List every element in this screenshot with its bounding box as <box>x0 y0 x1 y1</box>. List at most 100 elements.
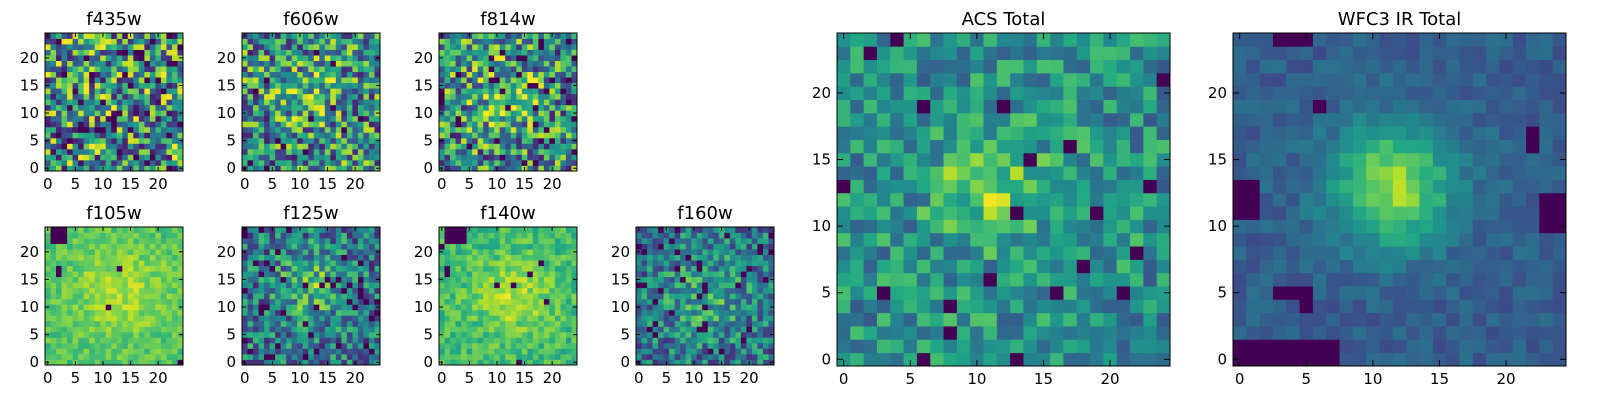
pixel-cell <box>1076 312 1091 327</box>
pixel-cell <box>685 331 692 338</box>
pixel-cell <box>663 260 670 267</box>
pixel-cell <box>970 152 984 167</box>
pixel-cell <box>335 260 342 267</box>
pixel-cell <box>280 315 287 322</box>
pixel-cell <box>111 165 118 172</box>
pixel-cell <box>280 249 287 255</box>
pixel-cell <box>444 276 451 283</box>
pixel-cell <box>505 304 512 311</box>
pixel-cell <box>78 82 85 89</box>
pixel-cell <box>83 49 90 56</box>
pixel-cell <box>516 227 523 233</box>
pixel-cell <box>674 227 681 233</box>
pixel-cell <box>374 287 381 294</box>
pixel-cell <box>149 126 156 133</box>
pixel-cell <box>1023 286 1038 300</box>
pixel-cell <box>352 154 359 161</box>
pixel-cell <box>461 71 467 78</box>
pixel-cell <box>729 320 736 327</box>
pixel-cell <box>554 115 561 122</box>
pixel-cell <box>455 326 462 333</box>
pixel-cell <box>297 88 304 95</box>
pixel-cell <box>72 249 79 255</box>
pixel-cell <box>247 243 254 250</box>
pixel-cell <box>341 60 348 67</box>
pixel-cell <box>680 359 687 366</box>
pixel-cell <box>149 60 156 67</box>
pixel-cell <box>483 60 490 67</box>
pixel-cell <box>483 254 490 261</box>
pixel-cell <box>72 38 79 45</box>
pixel-cell <box>757 227 764 233</box>
pixel-cell <box>50 326 57 333</box>
pixel-cell <box>61 93 68 100</box>
pixel-cell <box>133 88 140 95</box>
pixel-cell <box>280 38 287 45</box>
pixel-cell <box>352 243 359 250</box>
pixel-cell <box>751 276 758 283</box>
pixel-cell <box>330 260 337 267</box>
pixel-cell <box>543 326 550 333</box>
pixel-cell <box>641 348 648 355</box>
pixel-cell <box>729 232 736 239</box>
pixel-cell <box>1010 206 1024 220</box>
pixel-cell <box>111 232 118 239</box>
pixel-cell <box>352 88 359 95</box>
pixel-cell <box>127 126 134 133</box>
pixel-cell <box>1116 326 1131 340</box>
pixel-cell <box>757 304 764 311</box>
pixel-cell <box>313 260 320 267</box>
pixel-cell <box>461 243 467 250</box>
pixel-cell <box>247 353 254 360</box>
pixel-cell <box>374 348 381 355</box>
pixel-cell <box>122 148 129 155</box>
pixel-cell <box>956 179 971 194</box>
pixel-cell <box>363 276 370 283</box>
pixel-cell <box>341 38 348 45</box>
pixel-cell <box>488 293 495 300</box>
pixel-cell <box>297 298 304 305</box>
pixel-cell <box>133 99 140 106</box>
pixel-cell <box>171 276 178 283</box>
pixel-cell <box>461 55 467 61</box>
pixel-cell <box>549 348 556 355</box>
pixel-cell <box>45 254 51 261</box>
pixel-cell <box>450 126 456 133</box>
pixel-cell <box>472 33 479 39</box>
pixel-cell <box>837 312 851 327</box>
pixel-cell <box>78 132 85 139</box>
pixel-cell <box>253 115 259 122</box>
pixel-cell <box>160 137 167 144</box>
pixel-cell <box>647 282 653 289</box>
pixel-cell <box>499 159 506 166</box>
pixel-cell <box>527 126 534 133</box>
pixel-cell <box>450 227 456 233</box>
pixel-cell <box>155 71 162 78</box>
pixel-cell <box>247 260 254 267</box>
pixel-cell <box>280 353 287 360</box>
pixel-cell <box>94 348 101 355</box>
pixel-cell <box>565 159 572 166</box>
pixel-cell <box>166 71 173 78</box>
pixel-cell <box>549 320 556 327</box>
pixel-cell <box>696 337 703 344</box>
pixel-cell <box>264 271 270 278</box>
pixel-cell <box>264 359 270 366</box>
pixel-cell <box>652 331 659 338</box>
pixel-cell <box>133 55 140 61</box>
pixel-cell <box>242 353 248 360</box>
pixel-cell <box>346 60 353 67</box>
pixel-cell <box>549 309 556 316</box>
pixel-cell <box>177 315 184 322</box>
pixel-cell <box>477 287 484 294</box>
pixel-cell <box>890 232 904 247</box>
pixel-cell <box>510 159 517 166</box>
pixel-cell <box>691 331 698 338</box>
pixel-cell <box>565 293 572 300</box>
pixel-cell <box>127 337 134 344</box>
pixel-cell <box>275 287 282 294</box>
pixel-cell <box>171 154 178 161</box>
pixel-cell <box>439 282 445 289</box>
pixel-cell <box>461 104 467 111</box>
pixel-cell <box>341 320 348 327</box>
